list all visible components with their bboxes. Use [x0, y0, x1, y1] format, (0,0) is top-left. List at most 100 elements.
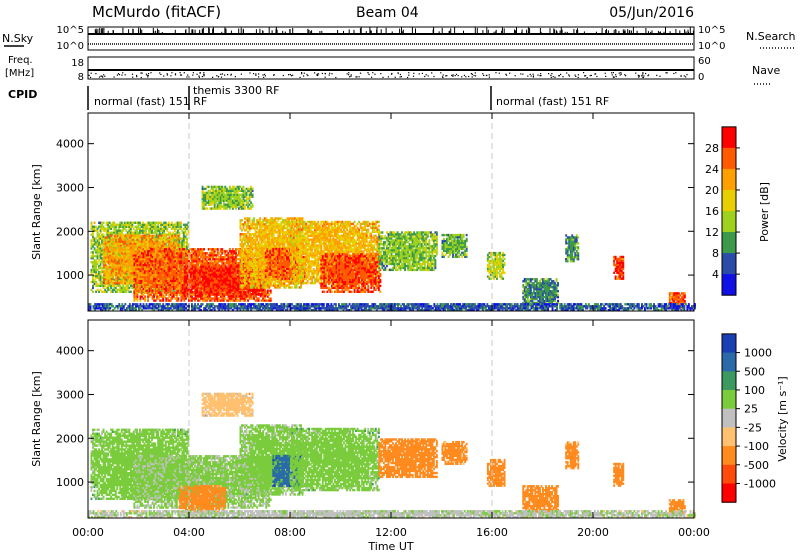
nave-dot [103, 74, 104, 75]
nsky-label: N.Sky [2, 32, 34, 45]
nave-dot [212, 77, 213, 78]
nave-dot [306, 74, 307, 75]
nave-dot [575, 75, 576, 76]
freq-label: Freq. [8, 55, 33, 66]
nave-dot [642, 73, 643, 74]
nave-dot [150, 72, 151, 73]
nave-dot [329, 73, 330, 74]
nave-dot [147, 76, 148, 77]
nave-dot [122, 72, 123, 73]
power-cell [92, 291, 94, 293]
nave-dot [197, 74, 198, 75]
nave-dot [163, 76, 164, 77]
nave-dot [554, 77, 555, 78]
nave-dot [99, 77, 100, 78]
nave-dot [531, 75, 532, 76]
nave-dot [263, 77, 264, 78]
nave-dot [499, 73, 500, 74]
cpid-segment-2: themis 3300 RF [193, 84, 280, 97]
nave-dot [465, 76, 466, 77]
nave-dot [218, 76, 219, 77]
nave-tick-bottom: 0 [698, 72, 704, 83]
nave-dot [591, 75, 592, 76]
nave-dot [262, 74, 263, 75]
nave-dot [566, 72, 567, 73]
nave-dot [288, 74, 289, 75]
nave-dot [445, 75, 446, 76]
nave-dot [331, 73, 332, 74]
nave-dot [89, 75, 90, 76]
nave-dot [407, 77, 408, 78]
nave-dot [329, 75, 330, 76]
nave-dot [304, 73, 305, 74]
nave-dot [472, 74, 473, 75]
nave-dot [318, 73, 319, 74]
nave-dot [290, 74, 291, 75]
nave-dot [202, 76, 203, 77]
nave-dot [667, 72, 668, 73]
nave-dot [400, 76, 401, 77]
nave-dot [422, 73, 423, 74]
nave-dot [148, 73, 149, 74]
nave-dot [475, 75, 476, 76]
beam-title: Beam 04 [356, 5, 419, 21]
nave-dot [533, 76, 534, 77]
nave-dot [350, 76, 351, 77]
nave-dot [433, 76, 434, 77]
nave-dot [388, 76, 389, 77]
nave-dot [685, 76, 686, 77]
nave-dot [188, 76, 189, 77]
nave-dot [314, 72, 315, 73]
nave-dot [605, 76, 606, 77]
nave-dot [148, 75, 149, 76]
nave-dot [548, 73, 549, 74]
nave-dot [620, 72, 621, 73]
nave-dot [453, 74, 454, 75]
nave-dot [391, 73, 392, 74]
nave-dot [203, 75, 204, 76]
nave-dot [132, 74, 133, 75]
nave-dot [578, 74, 579, 75]
nave-dot [596, 76, 597, 77]
power-cell [103, 222, 105, 224]
nave-dot [647, 75, 648, 76]
freq-frame [88, 57, 694, 79]
nave-dot [231, 74, 232, 75]
nsky-strip: N.Sky 10^5 10^0 10^5 10^0 N.Search [2, 25, 796, 52]
power-cell [130, 291, 132, 293]
nave-dot [301, 72, 302, 73]
nave-dot [382, 77, 383, 78]
nave-dot [483, 75, 484, 76]
nave-dot [413, 73, 414, 74]
power-cell [103, 234, 105, 236]
nave-dot [533, 74, 534, 75]
nave-dot [638, 75, 639, 76]
nave-dot [568, 74, 569, 75]
nave-dot [620, 74, 621, 75]
nave-dot [587, 77, 588, 78]
nave-dot [348, 72, 349, 73]
nave-dot [303, 75, 304, 76]
nave-dot [675, 72, 676, 73]
station-title: McMurdo (fitACF) [92, 3, 221, 21]
nave-dot [200, 72, 201, 73]
nave-dot [132, 77, 133, 78]
nave-dot [537, 74, 538, 75]
nave-dot [665, 72, 666, 73]
nave-dot [235, 76, 236, 77]
nave-dot [118, 73, 119, 74]
nave-dot [91, 73, 92, 74]
nave-dot [468, 76, 469, 77]
nave-dot [227, 74, 228, 75]
nave-dot [659, 76, 660, 77]
nave-dot [90, 77, 91, 78]
nave-dot [619, 73, 620, 74]
nave-dot [562, 76, 563, 77]
nave-dot [255, 73, 256, 74]
nave-dot [395, 77, 396, 78]
nave-dot [192, 75, 193, 76]
nave-dot [527, 76, 528, 77]
nave-dot [136, 76, 137, 77]
nave-dot [551, 77, 552, 78]
nave-dot [621, 74, 622, 75]
